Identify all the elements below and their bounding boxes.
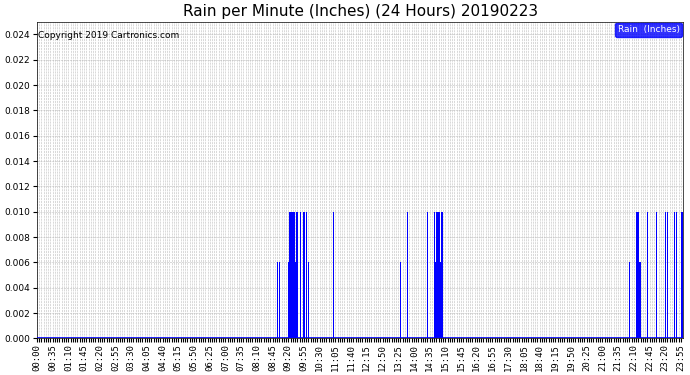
Text: Copyright 2019 Cartronics.com: Copyright 2019 Cartronics.com [38, 31, 179, 40]
Title: Rain per Minute (Inches) (24 Hours) 20190223: Rain per Minute (Inches) (24 Hours) 2019… [183, 4, 538, 19]
Legend: Rain  (Inches): Rain (Inches) [615, 22, 682, 37]
